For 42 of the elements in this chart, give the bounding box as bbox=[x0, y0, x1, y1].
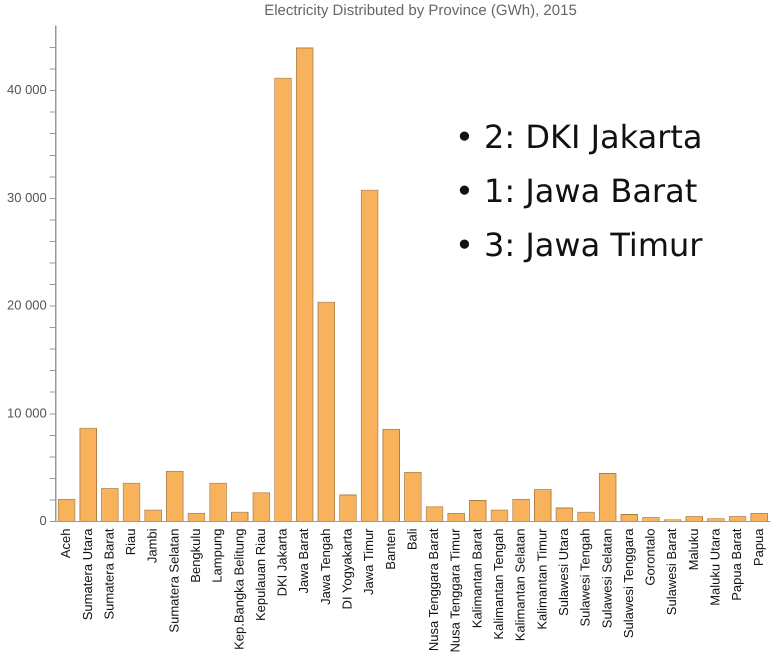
x-tick-label: Bengkulu bbox=[188, 528, 204, 583]
x-tick-label: Jawa Timur bbox=[361, 528, 376, 595]
x-tick-label: Sulawesi Selatan bbox=[599, 528, 614, 628]
x-tick-label: Jambi bbox=[144, 528, 160, 564]
x-tick-label: DKI Jakarta bbox=[274, 528, 290, 596]
x-tick-label: Sumatera Barat bbox=[101, 528, 116, 620]
x-tick-label: Sulawesi Barat bbox=[664, 528, 680, 616]
y-tick-label: 20 000 bbox=[6, 298, 47, 313]
x-tick-label: Sumatera Selatan bbox=[166, 528, 182, 633]
y-tick-label: 0 bbox=[40, 513, 47, 528]
x-tick-label: Nusa Tenggara Timur bbox=[448, 528, 463, 653]
x-tick-label: Bali bbox=[404, 528, 420, 550]
annotation: • 1: Jawa Barat bbox=[455, 172, 698, 210]
x-tick-label: Sulawesi Tengah bbox=[578, 528, 593, 627]
x-tick-label: Aceh bbox=[58, 528, 74, 558]
y-tick-label: 40 000 bbox=[6, 82, 47, 98]
x-tick-label: Kep.Bangka Belitung bbox=[231, 528, 246, 650]
x-tick-label: Banten bbox=[382, 528, 398, 570]
x-tick-label: Sulawesi Tenggara bbox=[620, 528, 636, 638]
x-tick-label: Riau bbox=[123, 528, 138, 556]
x-tick-label: Gorontalo bbox=[642, 528, 658, 586]
x-tick-label: Kepulauan Riau bbox=[252, 528, 268, 622]
x-tick-label: Kalimantan Tengah bbox=[491, 528, 506, 640]
x-tick-label: Maluku Utara bbox=[707, 528, 722, 606]
annotation: • 2: DKI Jakarta bbox=[455, 118, 703, 156]
x-tick-label: Jawa Tengah bbox=[318, 528, 333, 605]
x-tick-label: Kalimantan Timur bbox=[534, 528, 550, 630]
x-tick-label: Papua bbox=[750, 528, 766, 566]
x-tick-label: Papua Barat bbox=[729, 528, 744, 601]
x-tick-label: Lampung bbox=[210, 528, 225, 583]
x-tick-label: Kalimantan Selatan bbox=[512, 528, 528, 642]
x-tick-label: Sulawesi Utara bbox=[556, 528, 571, 616]
x-tick-label: Sumatera Utara bbox=[80, 528, 95, 620]
y-tick-label: 10 000 bbox=[6, 405, 47, 420]
x-tick-label: DI Yogyakarta bbox=[340, 528, 355, 610]
annotation: • 3: Jawa Timur bbox=[455, 226, 703, 264]
x-tick-label: Kalimantan Barat bbox=[469, 528, 484, 628]
y-tick-label: 30 000 bbox=[6, 190, 47, 205]
x-tick-label: Jawa Barat bbox=[296, 528, 312, 594]
x-tick-label: Maluku bbox=[686, 528, 701, 570]
chart-title: Electricity Distributed by Province (GWh), 2015 bbox=[263, 2, 578, 19]
x-tick-label: Nusa Tenggara Barat bbox=[426, 528, 442, 652]
